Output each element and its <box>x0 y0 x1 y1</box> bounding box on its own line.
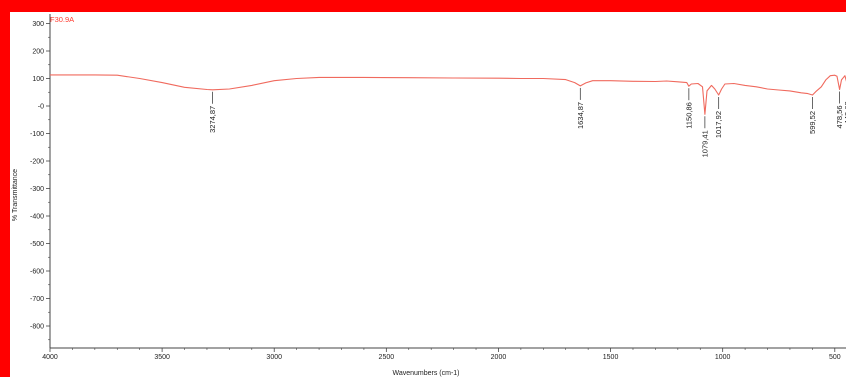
x-tick-label: 2000 <box>491 354 507 361</box>
spectrum-line <box>50 74 846 115</box>
peak-label: 1634,87 <box>576 102 585 129</box>
x-tick-label: 1000 <box>715 354 731 361</box>
peak-label: 1079,41 <box>700 130 709 157</box>
x-tick-label: 3000 <box>266 354 282 361</box>
peak-label: 3274,87 <box>208 106 217 133</box>
y-tick-label: -0 <box>38 104 44 111</box>
x-tick-label: 500 <box>829 354 841 361</box>
peak-label: 478,56 <box>835 106 844 129</box>
peak-label: 1150,86 <box>684 102 693 129</box>
series-layer <box>50 74 846 115</box>
chart-panel: 300 200 100 -0 -100 -200 -300 -400 -500 -600 -700 -… <box>10 12 846 377</box>
y-tick-label: 300 <box>32 21 44 28</box>
y-tick-label: -800 <box>30 324 44 331</box>
x-axis-ticks: 4000 3500 3000 2500 2000 1500 1000 500 <box>42 348 841 361</box>
y-tick-label: 100 <box>32 76 44 83</box>
y-tick-label: -700 <box>30 296 44 303</box>
x-tick-label: 2500 <box>379 354 395 361</box>
y-tick-label: -300 <box>30 186 44 193</box>
axes <box>49 14 846 349</box>
peak-label: 1017,92 <box>714 111 723 138</box>
y-axis-ticks: 300 200 100 -0 -100 -200 -300 -400 -500 -600 -700 -… <box>30 21 50 341</box>
y-axis-title: % Transmittance <box>12 169 19 221</box>
y-tick-label: -500 <box>30 241 44 248</box>
x-tick-label: 4000 <box>42 354 58 361</box>
sample-label: F30.9A <box>50 15 74 24</box>
y-tick-label: -200 <box>30 159 44 166</box>
peak-annotations: 3274,87 1634,87 1150,86 1079,41 1017,92 599,5… <box>208 87 846 157</box>
ir-spectrum-chart: 300 200 100 -0 -100 -200 -300 -400 -500 -600 -700 -… <box>12 14 846 377</box>
peak-label: 442,68 <box>843 101 846 124</box>
x-axis-title: Wavenumbers (cm-1) <box>392 370 459 377</box>
peak-label: 599,52 <box>808 111 817 134</box>
y-tick-label: -400 <box>30 214 44 221</box>
y-tick-label: 200 <box>32 49 44 56</box>
y-tick-label: -100 <box>30 131 44 138</box>
x-tick-label: 1500 <box>603 354 619 361</box>
y-tick-label: -600 <box>30 269 44 276</box>
x-tick-label: 3500 <box>154 354 170 361</box>
